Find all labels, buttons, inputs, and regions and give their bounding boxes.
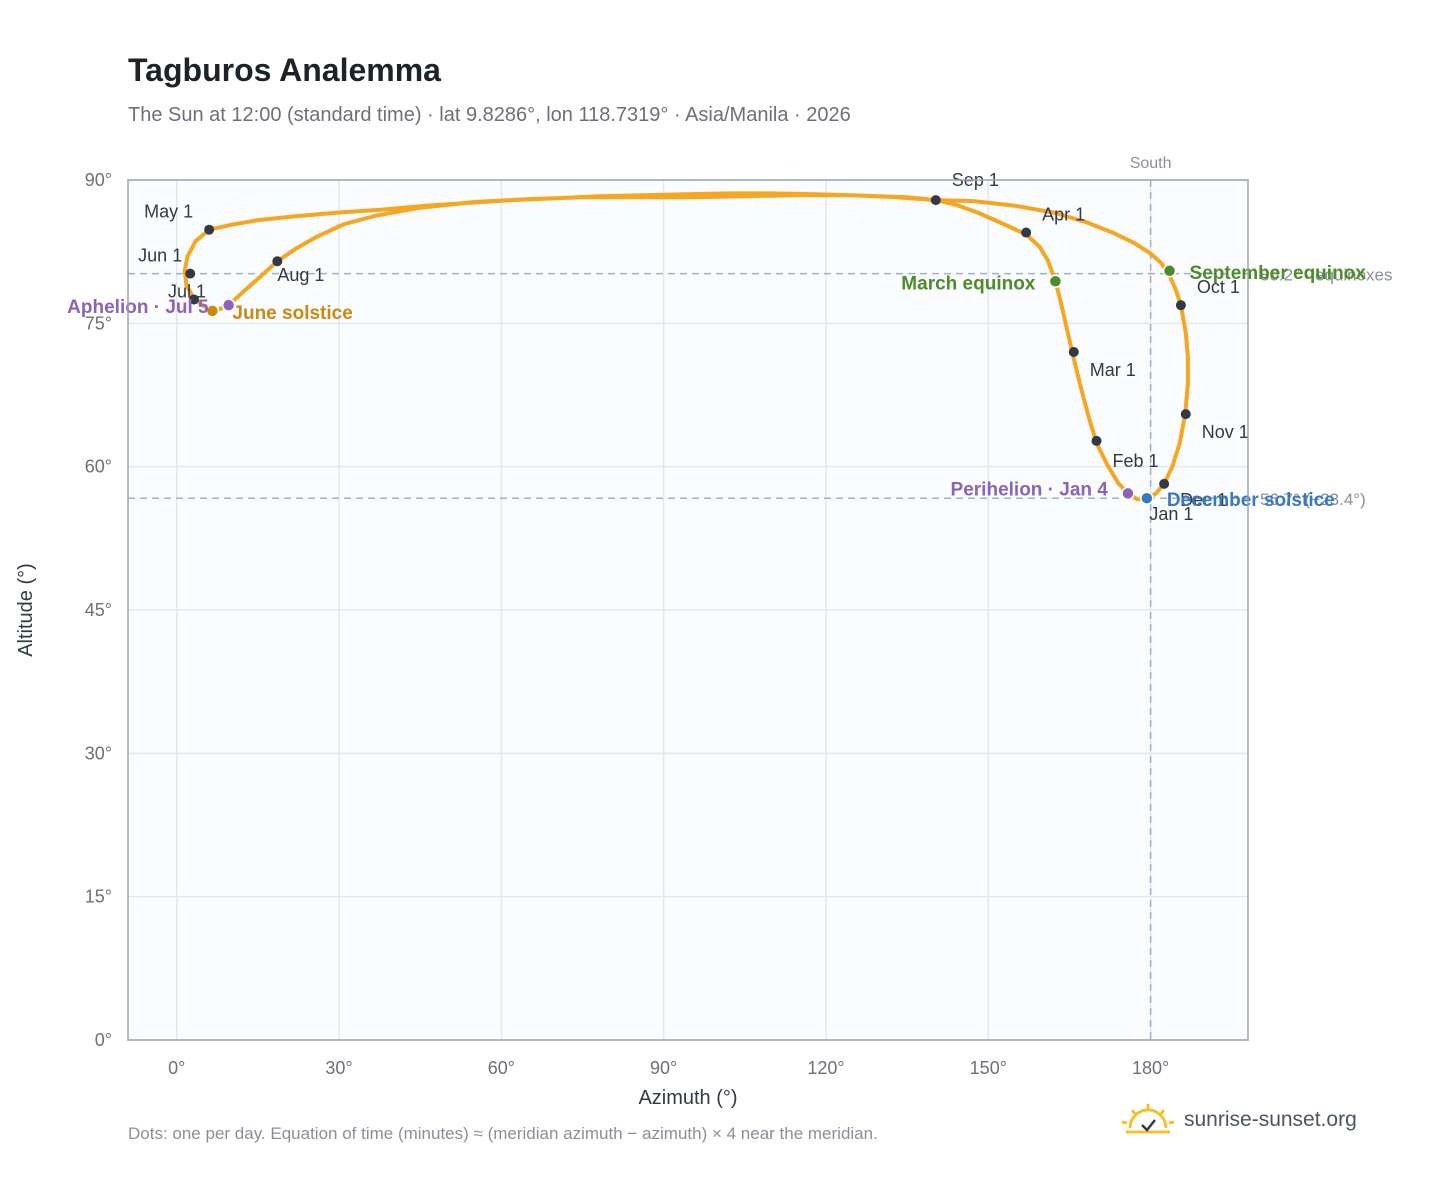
- event-marker: [205, 304, 220, 318]
- y-tick-label: 0°: [95, 1030, 112, 1050]
- y-tick-label: 15°: [85, 887, 112, 907]
- month-marker: [1159, 478, 1170, 489]
- x-tick-label: 60°: [488, 1058, 515, 1078]
- month-marker: [204, 224, 215, 235]
- x-tick-label: 90°: [650, 1058, 677, 1078]
- event-label: December solstice: [1167, 490, 1335, 511]
- plot-frame: [127, 179, 1249, 1041]
- y-tick-label: 75°: [85, 313, 112, 333]
- event-marker: [1140, 491, 1154, 505]
- month-marker: [930, 195, 941, 206]
- x-tick-label: 120°: [807, 1058, 844, 1078]
- month-marker: [1068, 347, 1079, 357]
- month-marker: [185, 268, 196, 279]
- month-label: Jul 1: [168, 281, 206, 301]
- brand-name: sunrise-sunset.org: [1184, 1108, 1357, 1131]
- sun-logo-icon: [1121, 1104, 1175, 1134]
- markers: Jan 1 Feb 1 Mar 1 Apr 1 May 1 Jun 1 Jul 1 Aug 1…: [67, 170, 1366, 524]
- reference-lines: South 80.2° · equinoxes 56.7° (−23.4°): [128, 155, 1393, 1040]
- y-axis-label: Altitude (°): [15, 563, 37, 657]
- month-marker: [1091, 435, 1102, 446]
- x-tick-label: 150°: [970, 1058, 1007, 1078]
- y-tick-label: 45°: [85, 600, 112, 620]
- x-tick-label: 180°: [1132, 1058, 1169, 1078]
- brand[interactable]: sunrise-sunset.org: [1120, 1102, 1357, 1138]
- altitude-ref-label: 80.2° · equinoxes: [1260, 266, 1393, 285]
- month-label: Aug 1: [277, 265, 324, 285]
- month-marker: [1175, 300, 1186, 311]
- event-marker: [221, 298, 236, 312]
- chart-title: Tagburos Analemma: [128, 52, 441, 88]
- event-label: Aphelion · Jul 5: [67, 297, 209, 318]
- event-marker: [1162, 264, 1177, 278]
- footnote: Dots: one per day. Equation of time (min…: [128, 1124, 878, 1143]
- month-marker: [272, 256, 283, 267]
- meridian-label: South: [1130, 155, 1172, 172]
- event-label: Perihelion · Jan 4: [951, 479, 1109, 500]
- month-marker: [1021, 227, 1032, 238]
- altitude-ref-label: 56.7° (−23.4°): [1260, 490, 1366, 509]
- month-label: Jun 1: [138, 246, 182, 266]
- event-label: June solstice: [232, 303, 352, 324]
- x-axis-label: Azimuth (°): [638, 1087, 737, 1109]
- chart-subtitle: The Sun at 12:00 (standard time) · lat 9…: [128, 104, 851, 126]
- y-tick-label: 60°: [85, 457, 112, 477]
- x-tick-label: 0°: [168, 1058, 185, 1078]
- month-marker: [189, 294, 200, 305]
- grid: [128, 179, 1248, 1041]
- y-tick-label: 90°: [85, 170, 112, 190]
- month-label: May 1: [144, 202, 193, 222]
- month-label: Nov 1: [1202, 422, 1249, 442]
- month-label: Mar 1: [1090, 360, 1136, 380]
- event-marker: [1048, 274, 1063, 289]
- month-label: Jan 1: [1149, 504, 1193, 524]
- x-tick-label: 30°: [325, 1058, 352, 1078]
- month-label: Oct 1: [1197, 277, 1240, 297]
- event-marker: [1121, 486, 1135, 501]
- analemma-path: [182, 191, 1190, 502]
- month-label: Feb 1: [1113, 451, 1159, 471]
- event-label: September equinox: [1190, 263, 1367, 284]
- month-label: Apr 1: [1042, 205, 1085, 225]
- event-label: March equinox: [901, 273, 1036, 294]
- month-label: Dec 1: [1180, 490, 1227, 510]
- y-tick-label: 30°: [85, 743, 112, 763]
- axis-ticks: 0° 30° 60° 90° 120° 150° 180° 0° 15° 30° 45° 60° 75°…: [85, 170, 1169, 1078]
- analemma-line: [182, 191, 1190, 502]
- month-marker: [1180, 409, 1191, 420]
